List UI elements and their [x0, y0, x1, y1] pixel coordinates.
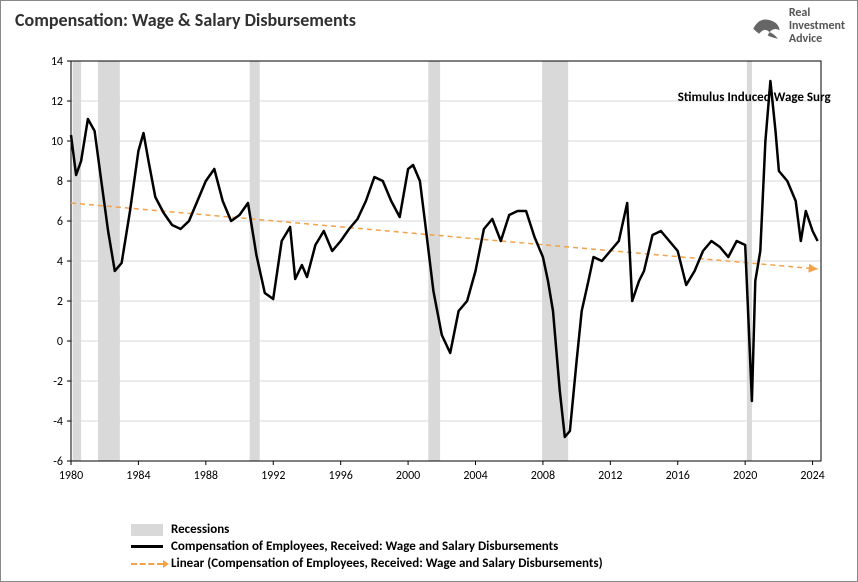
svg-text:2016: 2016 — [666, 469, 690, 483]
svg-text:2: 2 — [57, 295, 63, 309]
svg-text:0: 0 — [57, 335, 63, 349]
trend-line — [71, 203, 818, 269]
chart-title: Compensation: Wage & Salary Disbursement… — [15, 9, 356, 31]
svg-text:6: 6 — [57, 215, 63, 229]
line-chart: -6 -4 -2 0 2 4 6 8 10 12 14 1980 1984 1988 1992 1996 20… — [41, 51, 831, 491]
legend-item-trend: Linear (Compensation of Employees, Recei… — [131, 556, 603, 571]
legend-item-recessions: Recessions — [131, 522, 603, 537]
y-axis-labels: -6 -4 -2 0 2 4 6 8 10 12 14 — [51, 55, 63, 469]
svg-text:2024: 2024 — [800, 469, 824, 483]
svg-text:-6: -6 — [53, 455, 63, 469]
eagle-icon — [749, 10, 783, 44]
svg-text:2000: 2000 — [396, 469, 420, 483]
chart-annotation: Stimulus Induced Wage Surge — [678, 90, 831, 105]
legend-label: Recessions — [171, 522, 229, 537]
svg-text:1992: 1992 — [261, 469, 285, 483]
svg-text:12: 12 — [51, 95, 63, 109]
legend-item-series: Compensation of Employees, Received: Wag… — [131, 539, 603, 554]
svg-text:10: 10 — [51, 135, 63, 149]
svg-text:2012: 2012 — [598, 469, 622, 483]
x-axis-labels: 1980 1984 1988 1992 1996 2000 2004 2008 2012 2016… — [59, 469, 825, 483]
svg-text:1996: 1996 — [328, 469, 352, 483]
logo-line3: Advice — [789, 33, 845, 46]
legend-label: Compensation of Employees, Received: Wag… — [171, 539, 558, 554]
svg-text:4: 4 — [57, 255, 63, 269]
series-line-swatch — [131, 545, 163, 548]
recession-swatch — [131, 524, 163, 536]
svg-text:14: 14 — [51, 55, 63, 69]
svg-text:2020: 2020 — [733, 469, 757, 483]
legend-label: Linear (Compensation of Employees, Recei… — [171, 556, 603, 571]
trend-line-swatch — [131, 563, 163, 565]
compensation-series — [71, 81, 818, 437]
svg-text:Stimulus Induced Wage Surge: Stimulus Induced Wage Surge — [678, 90, 831, 105]
svg-text:8: 8 — [57, 175, 63, 189]
svg-text:-2: -2 — [53, 375, 63, 389]
axes — [67, 61, 821, 465]
svg-text:2004: 2004 — [463, 469, 487, 483]
svg-text:2008: 2008 — [531, 469, 555, 483]
gridlines — [71, 61, 821, 461]
svg-text:1980: 1980 — [59, 469, 83, 483]
chart-legend: Recessions Compensation of Employees, Re… — [131, 522, 603, 573]
svg-text:1988: 1988 — [194, 469, 218, 483]
brand-logo: Real Investment Advice — [749, 7, 845, 47]
svg-text:1984: 1984 — [126, 469, 150, 483]
svg-text:-4: -4 — [53, 415, 63, 429]
